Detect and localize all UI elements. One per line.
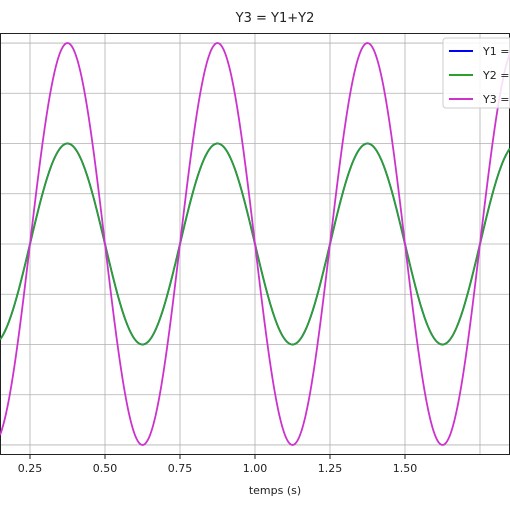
legend-label-1: Y2 =: [482, 69, 509, 82]
legend: Y1 = Y2 = Y3 =: [442, 37, 510, 109]
x-tick-label-4: 1.25: [318, 462, 343, 475]
series-line-2: [0, 42, 510, 446]
x-tick-label-5: 1.50: [393, 462, 418, 475]
legend-box: [442, 37, 510, 109]
x-tick-label-1: 0.50: [93, 462, 118, 475]
legend-label-0: Y1 =: [482, 45, 509, 58]
legend-label-2: Y3 =: [482, 93, 509, 106]
x-tick-label-3: 1.00: [243, 462, 268, 475]
x-tick-label-2: 0.75: [168, 462, 193, 475]
plot-area: 0.25 0.50 0.75 1.00 1.25 1.50 Y1 = Y2 = Y3 =: [0, 33, 510, 475]
x-tick-label-0: 0.25: [18, 462, 43, 475]
x-axis-label: temps (s): [249, 484, 301, 497]
chart-title: Y3 = Y1+Y2: [235, 11, 315, 26]
series-group: [0, 42, 510, 446]
